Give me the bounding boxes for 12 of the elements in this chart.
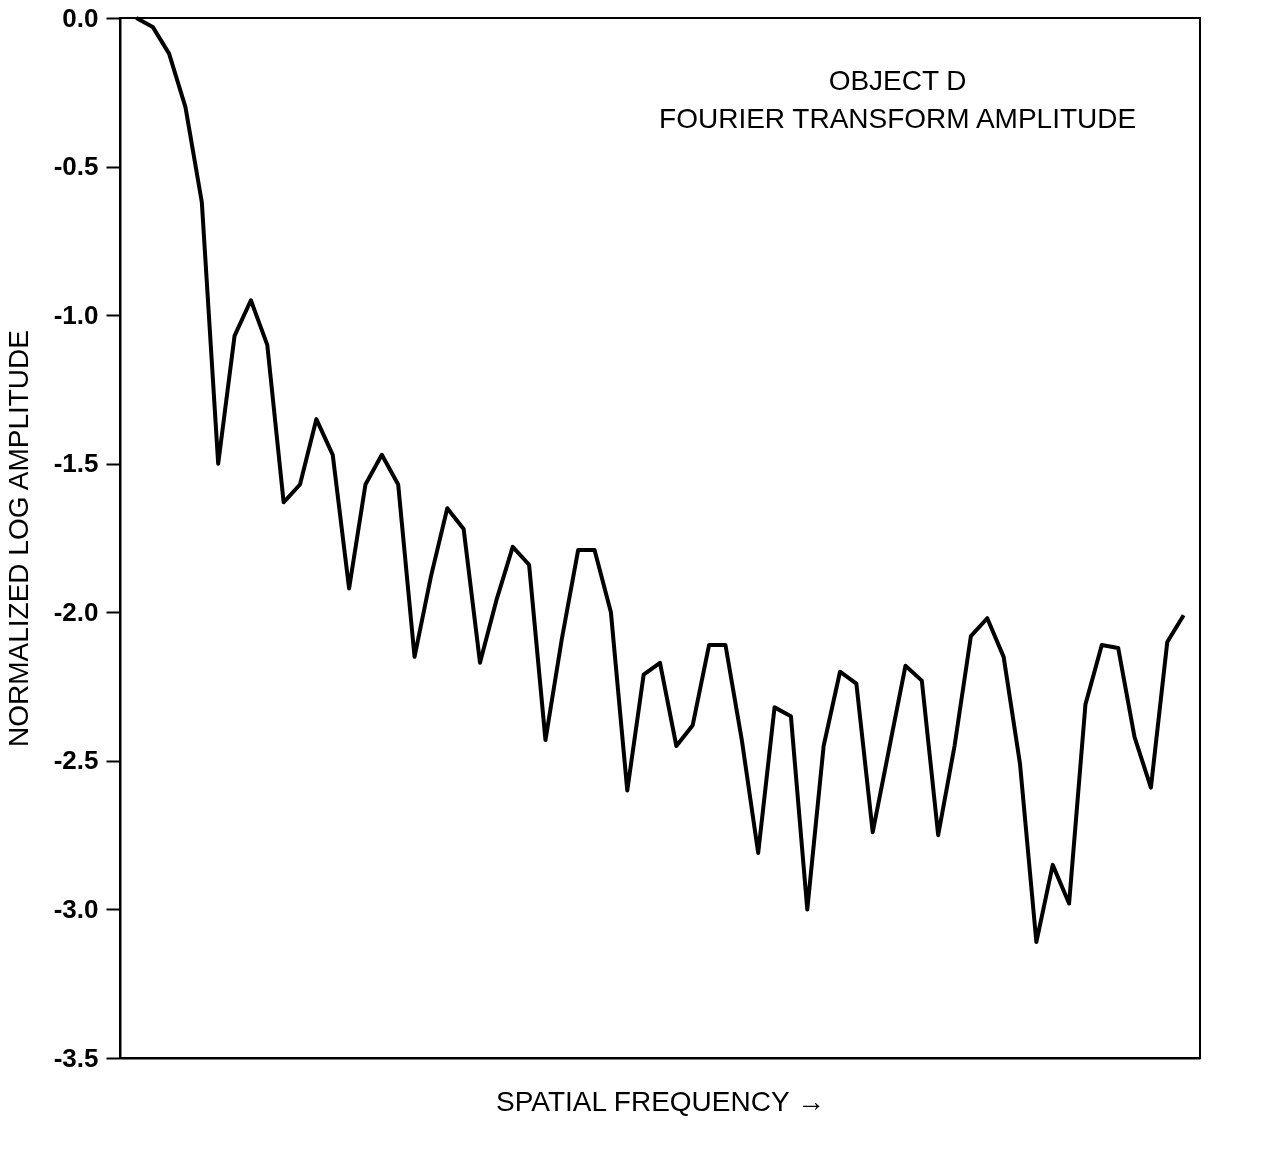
y-tick-label: -0.5 [53,151,99,182]
text: OBJECT D [828,65,967,96]
y-tick-label: -2.5 [53,745,99,776]
y-tick-label: -1.5 [53,448,99,479]
x-axis-title: SPATIAL FREQUENCY → [496,1085,825,1117]
y-tick-label: -3.0 [53,893,99,924]
y-tick-label: -3.5 [53,1042,99,1073]
y-axis-title: NORMALIZED LOG AMPLITUDE [2,330,34,747]
y-tick-label: -2.0 [53,596,99,627]
text: FOURIER TRANSFORM AMPLITUDE [659,103,1137,134]
y-tick-label: -1.0 [53,299,99,330]
y-tick-label: 0.0 [62,2,99,33]
